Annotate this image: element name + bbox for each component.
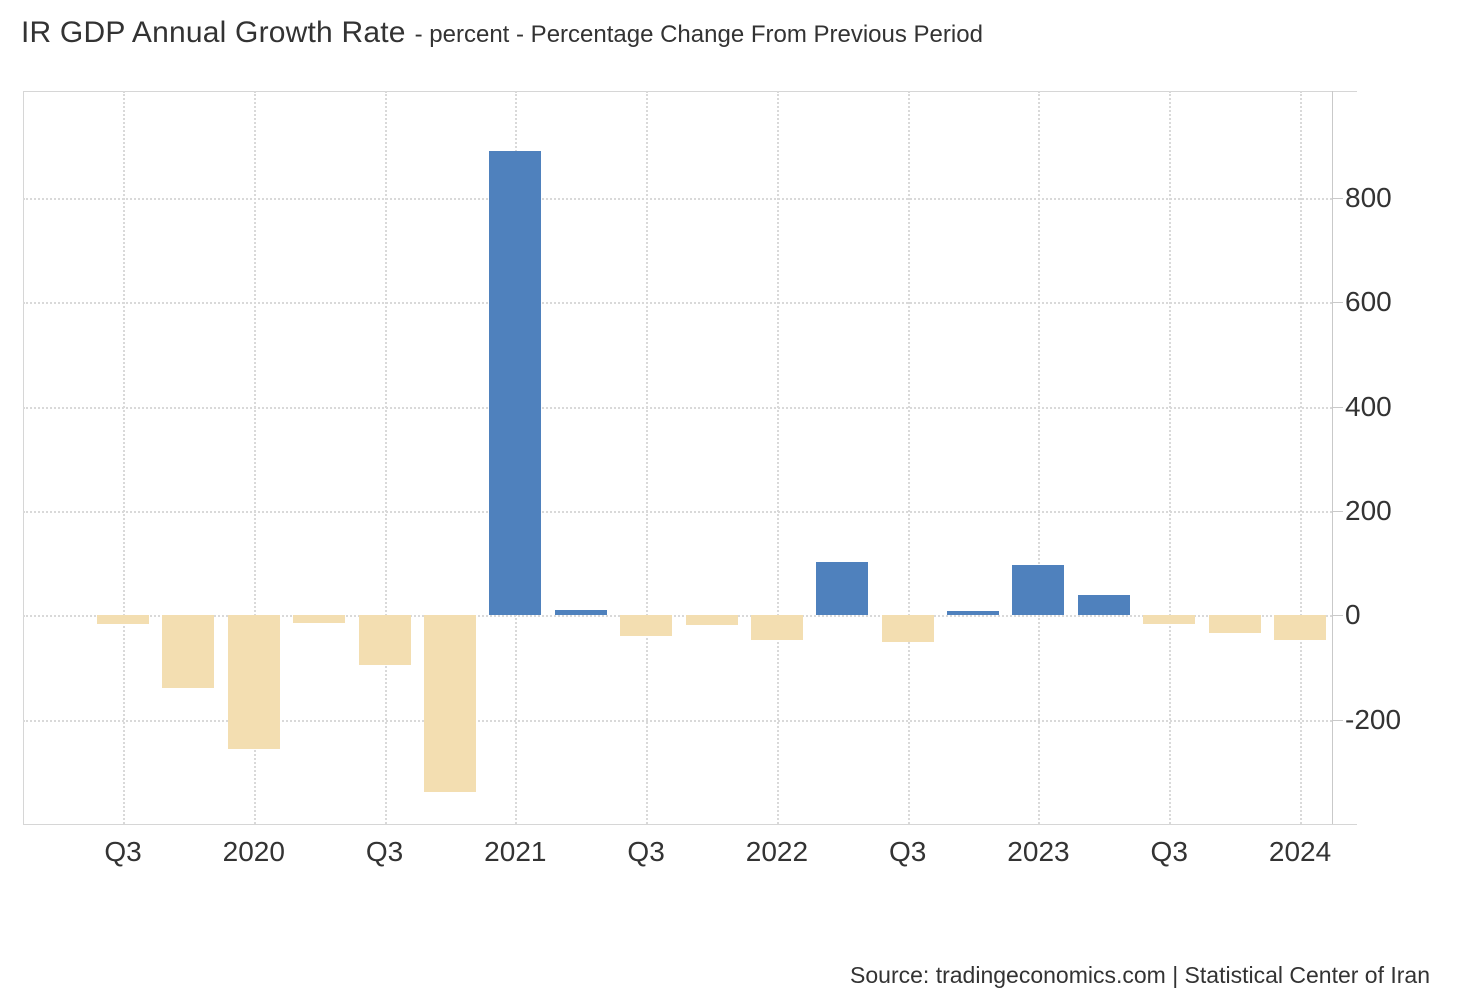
x-gridline [253,91,256,824]
bar-2020-Q2[interactable] [293,615,346,624]
y-axis-tick [1332,510,1343,512]
bar-2021-Q2[interactable] [554,610,607,616]
bar-2024-Q1[interactable] [1274,615,1327,641]
chart-title: IR GDP Annual Growth Rate [21,16,406,49]
y-gridline [23,197,1332,200]
y-gridline [23,302,1332,305]
bar-2023-Q2[interactable] [1077,595,1130,616]
x-axis-label: 2021 [484,836,547,867]
plot-frame-top [23,91,1357,92]
x-axis-label: Q3 [888,836,927,867]
y-gridline [23,510,1332,513]
bar-2020-Q3[interactable] [358,615,411,665]
bar-2022-Q3[interactable] [881,615,934,643]
x-axis-label: Q3 [365,836,404,867]
bar-2023-Q3[interactable] [1143,615,1196,625]
x-gridline [646,91,649,824]
bar-2022-Q1[interactable] [750,615,803,641]
y-gridline [23,615,1332,618]
x-axis-label: 2023 [1007,836,1070,867]
chart-header: IR GDP Annual Growth Rate - percent - Per… [21,16,983,50]
y-axis-tick [1332,406,1343,408]
x-axis-label: 2022 [745,836,809,867]
y-axis-tick [1332,302,1343,304]
x-gridline [1300,91,1303,824]
bar-2022-Q2[interactable] [816,561,869,616]
bar-2021-Q4[interactable] [685,615,738,626]
y-gridline [23,406,1332,409]
chart-subtitle: - percent - Percentage Change From Previ… [414,21,983,48]
x-gridline [123,91,125,824]
x-axis-label: Q3 [1150,836,1188,867]
source-attribution: Source: tradingeconomics.com | Statistic… [850,962,1430,988]
bar-2021-Q1[interactable] [489,150,542,616]
y-axis-label: 400 [1345,390,1392,422]
x-gridline [1169,91,1172,824]
y-axis-label: 600 [1345,286,1392,318]
x-gridline [1038,91,1041,824]
bar-2022-Q4[interactable] [947,611,1000,616]
bar-2021-Q3[interactable] [620,615,673,637]
plot-frame-bottom [23,824,1357,825]
bar-2019-Q3[interactable] [97,615,149,625]
y-axis-label: 200 [1345,494,1392,526]
y-axis-label: -200 [1345,703,1402,735]
x-axis-label: 2020 [222,836,285,867]
bar-2019-Q4[interactable] [162,615,215,689]
x-gridline [776,91,779,824]
x-axis-label: Q3 [627,836,665,867]
y-axis-tick [1332,615,1343,617]
x-axis-label: 2024 [1268,836,1332,867]
plot-frame-left [23,91,24,824]
bar-2020-Q4[interactable] [423,615,476,793]
x-gridline [907,91,910,824]
bar-2020-Q1[interactable] [227,615,280,750]
y-gridline [23,719,1332,722]
y-axis-tick [1332,197,1343,199]
y-axis-label: 800 [1345,181,1392,213]
bar-2023-Q4[interactable] [1208,615,1261,634]
x-gridline [384,91,387,824]
y-axis-line [1332,91,1333,824]
bar-2023-Q1[interactable] [1012,565,1065,616]
x-axis-label: Q3 [104,836,142,867]
y-axis-tick [1332,719,1343,721]
y-axis-label: 0 [1345,599,1361,631]
plot-area [23,91,1332,824]
